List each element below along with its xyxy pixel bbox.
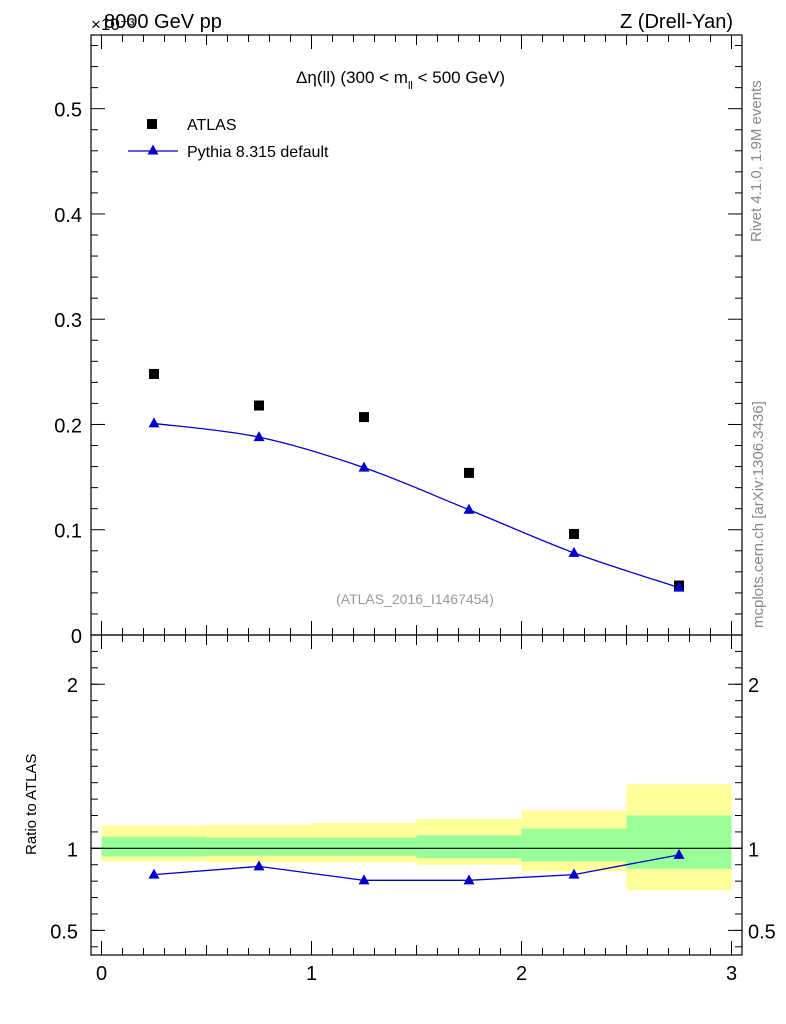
legend-pythia-marker	[147, 144, 159, 155]
y-multiplier: ×10⁻³	[91, 15, 135, 34]
ratio-band-stat	[311, 837, 417, 856]
ratio-y-label: Ratio to ATLAS	[23, 754, 40, 855]
atlas-data-point	[569, 528, 579, 539]
y-tick-label: 0.3	[54, 310, 82, 332]
analysis-watermark: (ATLAS_2016_I1467454)	[336, 591, 494, 607]
ratio-pythia-point	[568, 868, 580, 879]
y-tick-label: 0.2	[54, 415, 82, 437]
pythia-data-point	[253, 431, 265, 442]
header-left-label: 8000 GeV pp	[104, 11, 222, 33]
y-tick-label: 0.5	[54, 100, 82, 122]
ratio-pythia-point	[148, 868, 160, 879]
plot-title-main: Δη(ll) (300 < m	[296, 68, 408, 87]
pythia-data-point	[568, 546, 580, 557]
y-tick-label: 0	[71, 626, 82, 648]
pythia-data-point	[358, 461, 370, 472]
plot-title-tail: < 500 GeV)	[413, 68, 505, 87]
ratio-band-stat	[416, 835, 522, 859]
ratio-y-tick-label-right: 1	[748, 839, 759, 861]
x-tick-label: 1	[306, 963, 317, 985]
atlas-data-point	[464, 467, 474, 478]
pythia-data-point	[673, 581, 685, 592]
ratio-band-stat	[626, 815, 732, 869]
header-right-label: Z (Drell-Yan)	[620, 11, 733, 33]
legend-atlas-label: ATLAS	[187, 117, 237, 134]
atlas-data-point	[359, 412, 369, 423]
mcplots-label: mcplots.cern.ch [arXiv:1306.3436]	[750, 401, 767, 628]
ratio-y-tick-label-right: 0.5	[748, 921, 776, 943]
ratio-pythia-point	[358, 874, 370, 885]
pythia-data-point	[148, 417, 160, 428]
legend-atlas-marker	[147, 119, 157, 129]
plot-title: Δη(ll) (300 < mll < 500 GeV)	[296, 68, 505, 92]
ratio-band-stat	[521, 828, 627, 862]
ratio-pythia-point	[253, 860, 265, 871]
ratio-pythia-line	[153, 854, 680, 881]
ratio-y-tick-label: 2	[67, 675, 78, 697]
x-tick-label: 2	[516, 963, 527, 985]
pythia-line	[153, 422, 680, 589]
ratio-pythia-point	[463, 874, 475, 885]
plot-title-subscript: ll	[408, 80, 413, 92]
rivet-label: Rivet 4.1.0, 1.9M events	[748, 80, 765, 242]
legend-pythia-label: Pythia 8.315 default	[187, 144, 329, 161]
pythia-data-point	[463, 503, 475, 514]
atlas-data-point	[149, 368, 159, 379]
ratio-y-tick-label: 0.5	[50, 921, 78, 943]
x-tick-label: 3	[726, 963, 737, 985]
ratio-y-tick-label-right: 2	[748, 675, 759, 697]
x-tick-label: 0	[96, 963, 107, 985]
atlas-data-point	[254, 400, 264, 411]
y-tick-label: 0.4	[54, 205, 82, 227]
ratio-band-stat	[101, 836, 207, 857]
ratio-band-stat	[206, 837, 312, 856]
y-tick-label: 0.1	[54, 521, 82, 543]
ratio-y-tick-label: 1	[67, 839, 78, 861]
ratio-pythia-point	[673, 848, 685, 859]
